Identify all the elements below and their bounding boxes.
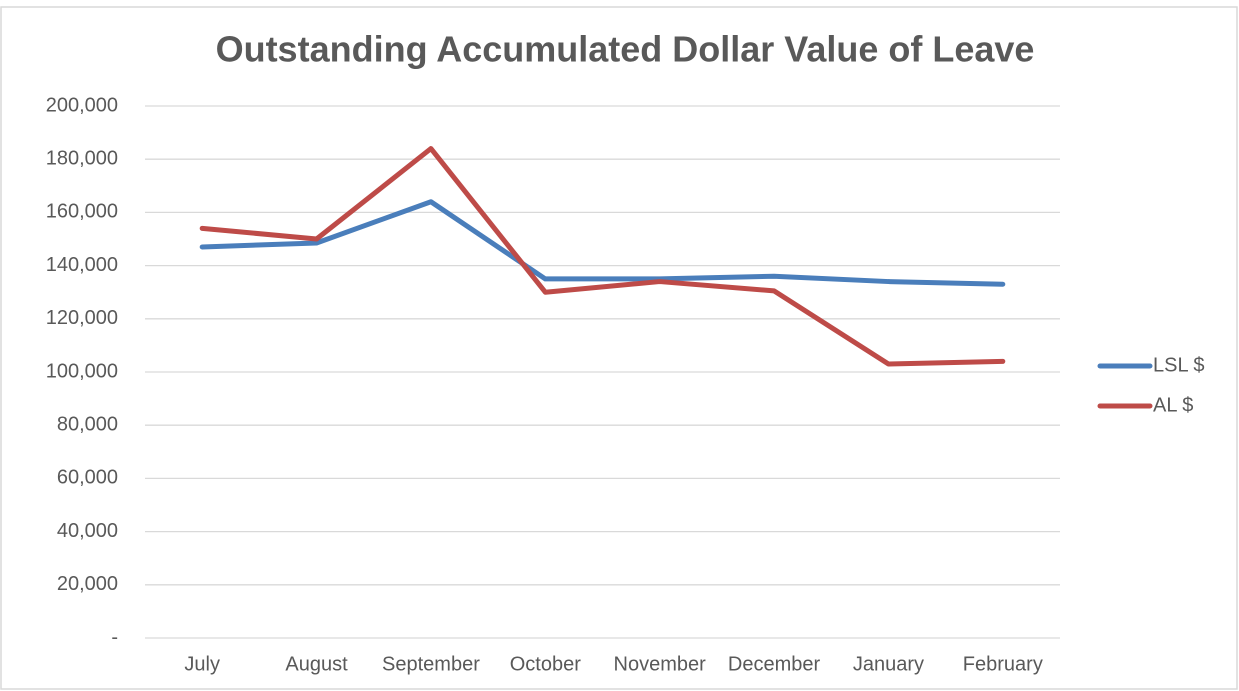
legend-label: AL $ [1153,394,1193,416]
y-tick-label: 40,000 [57,520,118,542]
y-tick-label: 100,000 [46,360,118,382]
x-tick-label: January [853,653,924,675]
x-tick-label: February [963,653,1043,675]
y-tick-label: 60,000 [57,467,118,489]
y-tick-label: 20,000 [57,573,118,595]
y-tick-label: 140,000 [46,254,118,276]
x-tick-label: September [382,653,480,675]
legend-label: LSL $ [1153,354,1205,376]
series-line [199,199,1006,287]
y-tick-label: 80,000 [57,413,118,435]
x-tick-label: August [285,653,348,675]
y-tick-label: 200,000 [46,94,118,116]
y-tick-label: - [111,626,118,648]
y-tick-label: 180,000 [46,147,118,169]
series-line [199,146,1006,367]
x-tick-label: December [728,653,821,675]
y-tick-label: 160,000 [46,201,118,223]
chart-frame [0,6,1238,690]
y-tick-label: 120,000 [46,307,118,329]
x-tick-label: November [614,653,707,675]
x-tick-label: July [184,653,220,675]
x-tick-label: October [510,653,581,675]
chart-title: Outstanding Accumulated Dollar Value of … [216,29,1035,70]
